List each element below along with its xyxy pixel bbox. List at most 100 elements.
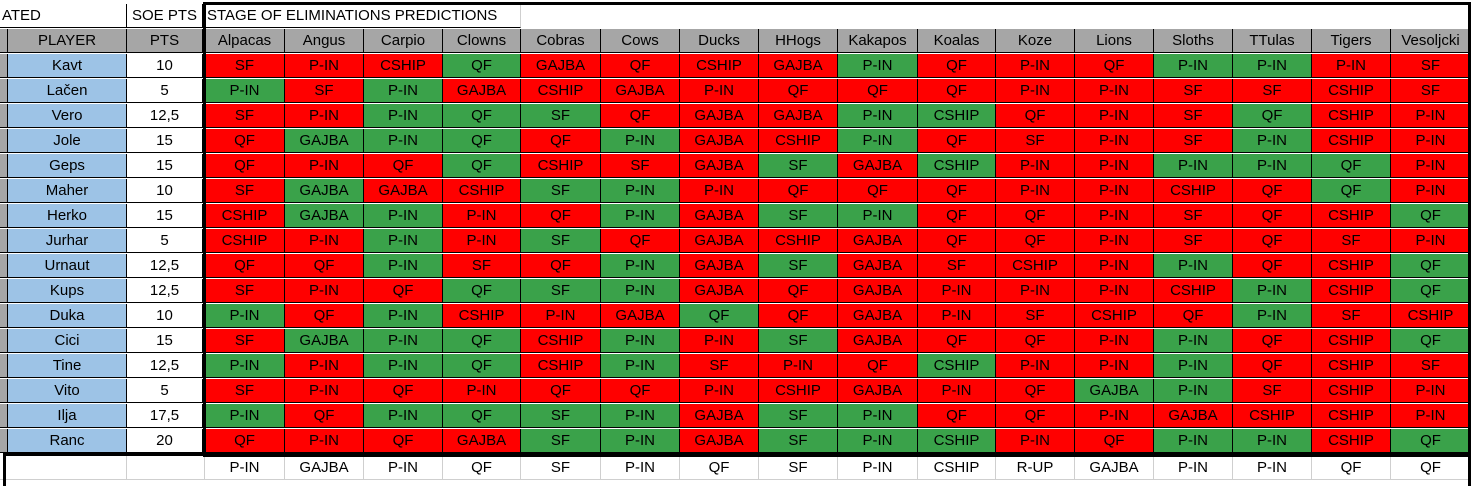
results-label-cell[interactable]	[0, 456, 127, 480]
prediction-cell[interactable]: P-IN	[364, 404, 443, 428]
prediction-cell[interactable]: P-IN	[996, 279, 1075, 303]
prediction-cell[interactable]: CSHIP	[759, 379, 838, 403]
prediction-cell[interactable]: P-IN	[601, 254, 680, 278]
team-header-carpio[interactable]: Carpio	[364, 29, 443, 53]
player-pts-cell[interactable]: 17,5	[127, 404, 205, 428]
prediction-cell[interactable]: SF	[918, 254, 996, 278]
player-name-cell[interactable]: Urnaut	[8, 254, 127, 278]
prediction-cell[interactable]: QF	[1391, 254, 1471, 278]
prediction-cell[interactable]: CSHIP	[1391, 304, 1471, 328]
prediction-cell[interactable]: GAJBA	[1075, 379, 1154, 403]
prediction-cell[interactable]: QF	[1233, 354, 1312, 378]
prediction-cell[interactable]: QF	[521, 254, 601, 278]
result-cell-koze[interactable]: R-UP	[996, 456, 1075, 480]
player-pts-cell[interactable]: 15	[127, 329, 205, 353]
prediction-cell[interactable]: GAJBA	[364, 179, 443, 203]
prediction-cell[interactable]: P-IN	[996, 429, 1075, 453]
prediction-cell[interactable]: P-IN	[838, 404, 918, 428]
prediction-cell[interactable]: P-IN	[364, 79, 443, 103]
prediction-cell[interactable]: P-IN	[838, 429, 918, 453]
prediction-cell[interactable]: CSHIP	[521, 79, 601, 103]
player-name-cell[interactable]: Jurhar	[8, 229, 127, 253]
prediction-cell[interactable]: QF	[443, 354, 521, 378]
prediction-cell[interactable]: P-IN	[838, 204, 918, 228]
prediction-cell[interactable]: SF	[205, 379, 285, 403]
prediction-cell[interactable]: QF	[918, 404, 996, 428]
prediction-cell[interactable]: P-IN	[1233, 429, 1312, 453]
player-name-cell[interactable]: Geps	[8, 154, 127, 178]
prediction-cell[interactable]: P-IN	[285, 229, 364, 253]
result-cell-kakapos[interactable]: P-IN	[838, 456, 918, 480]
prediction-cell[interactable]: CSHIP	[1154, 279, 1233, 303]
prediction-cell[interactable]: SF	[759, 329, 838, 353]
results-pts-cell[interactable]	[127, 456, 205, 480]
prediction-cell[interactable]: QF	[1312, 154, 1391, 178]
prediction-cell[interactable]: CSHIP	[759, 229, 838, 253]
prediction-cell[interactable]: P-IN	[364, 304, 443, 328]
prediction-cell[interactable]: CSHIP	[1312, 129, 1391, 153]
prediction-cell[interactable]: GAJBA	[601, 79, 680, 103]
result-cell-ducks[interactable]: QF	[680, 456, 759, 480]
prediction-cell[interactable]: P-IN	[443, 204, 521, 228]
prediction-cell[interactable]: CSHIP	[759, 129, 838, 153]
team-header-koalas[interactable]: Koalas	[918, 29, 996, 53]
prediction-cell[interactable]: P-IN	[1391, 229, 1471, 253]
prediction-cell[interactable]: QF	[1154, 304, 1233, 328]
partial-header-cell[interactable]: ATED	[0, 4, 127, 28]
player-pts-cell[interactable]: 10	[127, 304, 205, 328]
prediction-cell[interactable]: P-IN	[1391, 129, 1471, 153]
prediction-cell[interactable]: QF	[364, 279, 443, 303]
player-name-cell[interactable]: Tine	[8, 354, 127, 378]
prediction-cell[interactable]: CSHIP	[443, 179, 521, 203]
prediction-cell[interactable]: P-IN	[1075, 204, 1154, 228]
prediction-cell[interactable]: QF	[996, 204, 1075, 228]
prediction-cell[interactable]: SF	[601, 154, 680, 178]
team-header-cows[interactable]: Cows	[601, 29, 680, 53]
prediction-cell[interactable]: SF	[521, 179, 601, 203]
prediction-cell[interactable]: QF	[1233, 179, 1312, 203]
prediction-cell[interactable]: SF	[205, 179, 285, 203]
player-pts-cell[interactable]: 10	[127, 54, 205, 78]
prediction-cell[interactable]: QF	[521, 129, 601, 153]
prediction-cell[interactable]: QF	[996, 104, 1075, 128]
player-pts-cell[interactable]: 12,5	[127, 254, 205, 278]
prediction-cell[interactable]: P-IN	[601, 354, 680, 378]
player-name-cell[interactable]: Maher	[8, 179, 127, 203]
prediction-cell[interactable]: P-IN	[601, 279, 680, 303]
prediction-cell[interactable]: SF	[759, 404, 838, 428]
result-cell-ttulas[interactable]: P-IN	[1233, 456, 1312, 480]
team-header-kakapos[interactable]: Kakapos	[838, 29, 918, 53]
prediction-cell[interactable]: CSHIP	[918, 429, 996, 453]
player-name-cell[interactable]: Lačen	[8, 79, 127, 103]
prediction-cell[interactable]: P-IN	[364, 129, 443, 153]
prediction-cell[interactable]: P-IN	[1154, 329, 1233, 353]
prediction-cell[interactable]: CSHIP	[918, 104, 996, 128]
prediction-cell[interactable]: GAJBA	[680, 279, 759, 303]
prediction-cell[interactable]: QF	[918, 129, 996, 153]
prediction-cell[interactable]: CSHIP	[1312, 354, 1391, 378]
player-name-cell[interactable]: Cici	[8, 329, 127, 353]
prediction-cell[interactable]: P-IN	[918, 279, 996, 303]
player-pts-cell[interactable]: 12,5	[127, 279, 205, 303]
prediction-cell[interactable]: QF	[759, 279, 838, 303]
prediction-cell[interactable]: P-IN	[521, 304, 601, 328]
prediction-cell[interactable]: SF	[996, 304, 1075, 328]
prediction-cell[interactable]: QF	[364, 429, 443, 453]
prediction-cell[interactable]: P-IN	[996, 179, 1075, 203]
prediction-cell[interactable]: QF	[205, 154, 285, 178]
prediction-cell[interactable]: GAJBA	[838, 254, 918, 278]
result-cell-cobras[interactable]: SF	[521, 456, 601, 480]
prediction-cell[interactable]: P-IN	[285, 279, 364, 303]
prediction-cell[interactable]: CSHIP	[205, 229, 285, 253]
prediction-cell[interactable]: GAJBA	[680, 154, 759, 178]
prediction-cell[interactable]: P-IN	[443, 229, 521, 253]
prediction-cell[interactable]: P-IN	[364, 229, 443, 253]
prediction-cell[interactable]: GAJBA	[680, 104, 759, 128]
team-header-tigers[interactable]: Tigers	[1312, 29, 1391, 53]
prediction-cell[interactable]: P-IN	[443, 379, 521, 403]
prediction-cell[interactable]: P-IN	[601, 329, 680, 353]
player-name-cell[interactable]: Jole	[8, 129, 127, 153]
prediction-cell[interactable]: P-IN	[1075, 229, 1154, 253]
prediction-cell[interactable]: P-IN	[364, 354, 443, 378]
prediction-cell[interactable]: CSHIP	[918, 354, 996, 378]
